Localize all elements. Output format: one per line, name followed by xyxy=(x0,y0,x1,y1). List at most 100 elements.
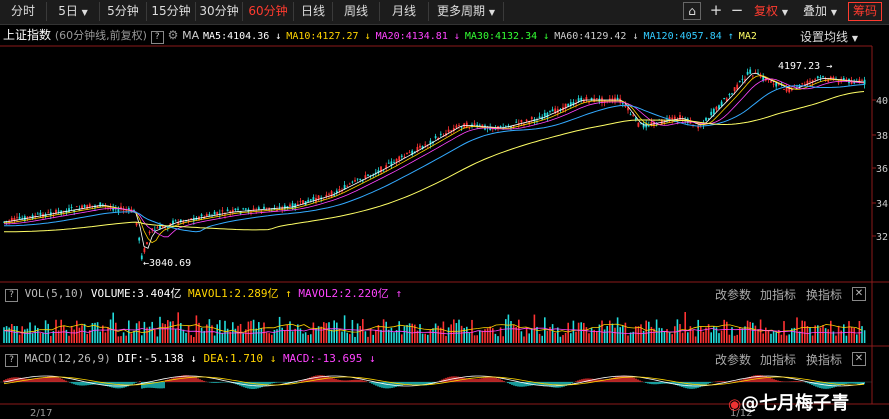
volume-bar xyxy=(785,335,788,343)
tab-weekly[interactable]: 周线 xyxy=(333,2,380,21)
volume-bar xyxy=(37,327,39,343)
macd-switch-indicator-button[interactable]: 换指标 xyxy=(806,353,843,367)
volume-bar xyxy=(159,316,161,343)
adjust-dropdown[interactable]: 复权 ▼ xyxy=(754,2,788,21)
volume-bar xyxy=(115,322,117,343)
vol-add-indicator-button[interactable]: 加指标 xyxy=(760,288,797,302)
chips-button[interactable]: 筹码 xyxy=(848,2,883,21)
candle-body xyxy=(850,80,853,84)
help-icon[interactable]: ? xyxy=(150,31,164,44)
candle-body xyxy=(179,219,182,222)
tab-60min[interactable]: 60分钟 xyxy=(243,2,294,21)
candle-body xyxy=(525,119,528,122)
candle-body xyxy=(8,220,11,222)
vol-switch-indicator-button[interactable]: 换指标 xyxy=(806,288,843,302)
volume-bar xyxy=(429,329,432,343)
volume-bar xyxy=(832,331,835,343)
help-icon[interactable]: ? xyxy=(5,289,18,302)
volume-bar xyxy=(650,326,653,343)
candle-body xyxy=(338,189,341,191)
tab-5min[interactable]: 5分钟 xyxy=(100,2,147,21)
tab-daily[interactable]: 日线 xyxy=(294,2,333,21)
vol-edit-params-button[interactable]: 改参数 xyxy=(715,288,752,302)
volume-bar xyxy=(252,319,255,343)
volume-bar xyxy=(375,330,377,343)
close-icon[interactable]: ✕ xyxy=(852,352,866,366)
volume-bar xyxy=(541,335,543,343)
volume-bar xyxy=(78,327,81,343)
plus-icon[interactable]: + xyxy=(709,1,723,19)
volume-bar xyxy=(554,332,556,343)
volume-bar xyxy=(349,334,351,343)
candle-body xyxy=(70,207,73,208)
tab-5day[interactable]: 5日 ▼ xyxy=(47,2,100,21)
candle-body xyxy=(164,225,167,228)
candle-body xyxy=(510,126,512,128)
candle-body xyxy=(263,206,265,209)
candle-body xyxy=(140,255,143,260)
volume-info-line: ? VOL(5,10) VOLUME:3.404亿 MAVOL1:2.289亿 … xyxy=(5,286,402,302)
candle-body xyxy=(348,183,351,185)
volume-bar xyxy=(557,327,559,343)
candle-body xyxy=(447,129,450,132)
macd-add-indicator-button[interactable]: 加指标 xyxy=(760,353,797,367)
volume-bar xyxy=(757,329,759,343)
volume-bar xyxy=(551,324,554,343)
tab-15min[interactable]: 15分钟 xyxy=(147,2,196,21)
candle-body xyxy=(642,123,645,128)
candle-body xyxy=(468,127,471,129)
volume-bar xyxy=(447,327,450,343)
volume-bar xyxy=(572,320,575,343)
volume-bar xyxy=(471,319,473,343)
candle-body xyxy=(632,115,635,117)
candle-body xyxy=(798,85,801,88)
candle-body xyxy=(465,122,468,128)
close-icon[interactable]: ✕ xyxy=(852,287,866,301)
volume-bar xyxy=(806,326,809,343)
volume-bar xyxy=(648,321,650,343)
dea-line xyxy=(3,376,865,386)
volume-bar xyxy=(440,327,442,343)
candle-body xyxy=(567,103,570,107)
candle-body xyxy=(122,209,125,211)
volume-bar xyxy=(317,326,320,343)
macd-edit-params-button[interactable]: 改参数 xyxy=(715,353,752,367)
set-ma-button[interactable]: 设置均线 ▼ xyxy=(800,28,858,45)
tab-more-periods[interactable]: 更多周期 ▼ xyxy=(429,2,504,21)
volume-bar xyxy=(273,329,276,343)
volume-bar xyxy=(746,320,749,343)
tab-monthly[interactable]: 月线 xyxy=(380,2,429,21)
volume-bar xyxy=(622,325,624,343)
candle-body xyxy=(497,126,499,128)
volume-bar xyxy=(39,332,42,343)
volume-bar xyxy=(718,333,720,343)
candle-body xyxy=(18,216,21,219)
candle-body xyxy=(159,225,161,230)
candle-body xyxy=(421,146,424,150)
volume-bar xyxy=(315,328,317,343)
volume-bar xyxy=(850,327,853,343)
volume-bar xyxy=(68,335,70,343)
adjust-label: 复权 xyxy=(754,4,779,18)
volume-bar xyxy=(705,327,707,343)
overlay-dropdown[interactable]: 叠加 ▼ xyxy=(803,2,837,21)
volume-bar xyxy=(73,329,75,343)
candle-body xyxy=(177,222,180,224)
volume-bar xyxy=(804,321,806,343)
candle-body xyxy=(161,225,164,228)
help-icon[interactable]: ? xyxy=(5,354,18,367)
tab-30min[interactable]: 30分钟 xyxy=(196,2,243,21)
volume-bar xyxy=(112,312,114,343)
settings-gear-icon[interactable]: ⚙ xyxy=(167,28,179,42)
tab-timeshare[interactable]: 分时 xyxy=(0,2,47,21)
volume-bar xyxy=(741,328,744,343)
volume-bar xyxy=(224,320,226,343)
minus-icon[interactable]: − xyxy=(730,1,744,19)
volume-bar xyxy=(180,323,182,343)
volume-bar xyxy=(200,327,203,343)
volume-bar xyxy=(86,334,88,343)
volume-bar xyxy=(596,331,598,343)
candle-body xyxy=(697,126,700,129)
lock-icon[interactable]: ⌂ xyxy=(683,2,701,20)
